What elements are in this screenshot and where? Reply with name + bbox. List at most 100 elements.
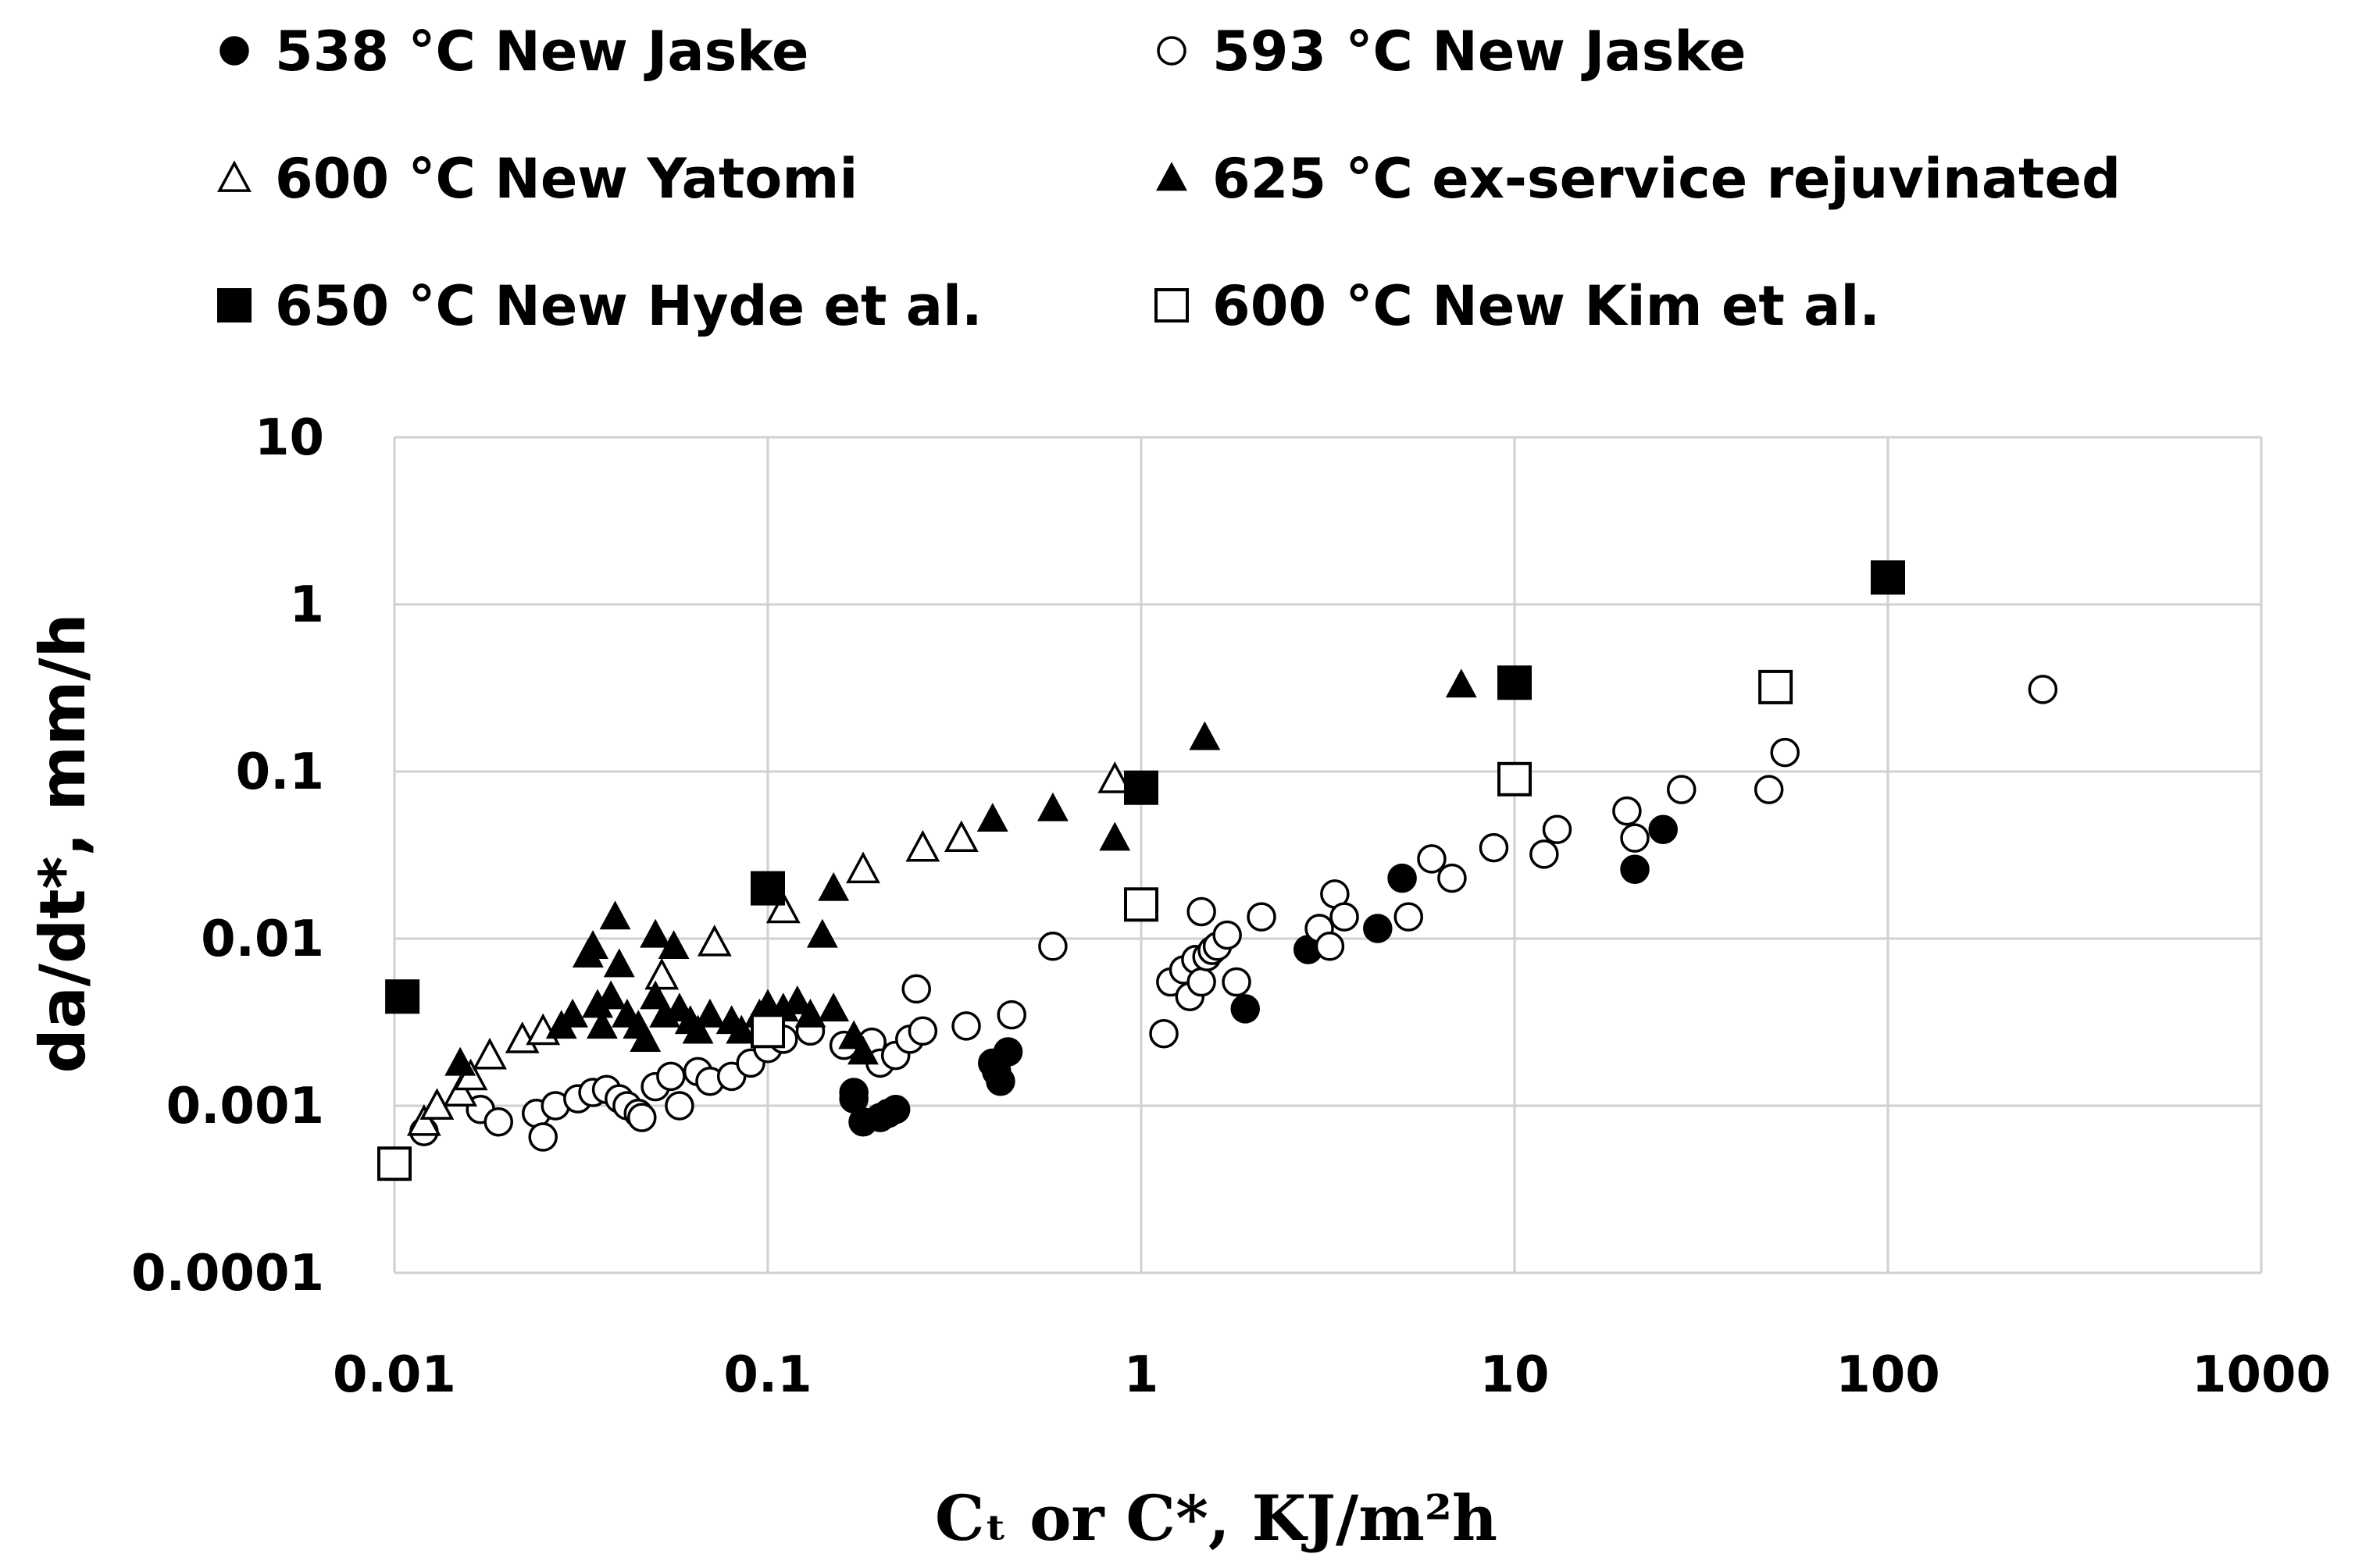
data-point [944,820,979,853]
data-point [1124,770,1158,805]
data-point [794,998,826,1028]
data-point [986,1066,1015,1096]
series-group [377,669,1793,1181]
data-point [1754,775,1784,804]
data-point [640,980,672,1010]
data-point [1445,668,1477,698]
data-point [1437,863,1467,893]
data-point [1212,920,1242,950]
data-point [751,871,785,906]
data-point [1648,814,1678,844]
data-point [1038,932,1068,961]
data-point [847,1035,879,1065]
data-point [1666,775,1697,804]
data-point [665,1091,694,1121]
series-group [385,560,1905,1014]
y-tick-label: 10 [255,409,324,467]
legend-marker-icon [1157,36,1186,66]
data-point [658,930,690,959]
data-point [806,918,838,948]
data-point [1189,721,1221,750]
legend-entry: 538 °C New Jaske [219,20,808,84]
series-group [406,761,1133,1136]
legend-entry: 600 °C New Kim et al. [1154,274,1880,338]
axis-tick-labels: 0.0001 0.001 0.01 0.1 1 10 0.01 0.1 1 10 100 1000 [131,409,2331,1404]
legend-marker-icon [1154,288,1189,323]
y-tick-label: 0.01 [201,911,324,968]
x-axis-label: Cₜ or C*, KJ/m²h [935,1481,1497,1555]
data-point [818,871,850,901]
data-point [997,1000,1026,1030]
legend-entry: 600 °C New Yatomi [217,147,858,211]
data-point [1387,863,1417,893]
data-point [846,851,880,884]
data-point [1417,844,1447,874]
data-point [1612,796,1642,826]
data-point [1247,902,1276,932]
y-tick-label: 0.1 [236,743,324,801]
x-tick-label: 100 [1836,1346,1940,1404]
data-point [726,1014,758,1044]
data-point [627,1103,657,1132]
x-tick-label: 1 [1124,1346,1159,1404]
series-group [839,814,1678,1137]
y-axis-label: da/dt*, mm/h [27,614,99,1074]
data-point [473,1037,507,1070]
data-point [528,1122,558,1152]
data-point [2028,675,2058,704]
data-point [1097,761,1133,793]
data-point [751,1014,785,1049]
data-point [577,930,608,959]
data-point [444,1046,476,1076]
data-point [1149,1018,1179,1049]
data-point [682,1014,714,1044]
data-point [443,1074,478,1107]
data-point [656,1061,686,1092]
data-point [1099,821,1131,851]
legend-label: 650 °C New Hyde et al. [275,274,983,338]
data-point [1315,932,1345,961]
data-point [603,948,635,978]
data-point [880,1095,911,1124]
data-point [1222,967,1251,997]
data-point [483,1107,513,1137]
data-point [901,974,931,1004]
series-group [409,675,2058,1152]
plot-gridlines [393,436,2263,1274]
data-point [385,979,420,1014]
data-point [951,1011,981,1041]
data-point [818,992,850,1022]
data-point [377,1146,412,1181]
data-point [1871,560,1905,595]
legend-marker-icon [1156,162,1187,191]
data-point [765,891,801,924]
data-point [1037,792,1069,821]
x-tick-label: 0.1 [723,1346,812,1404]
legend-label: 538 °C New Jaske [275,20,808,84]
data-point [640,918,672,948]
x-tick-label: 1000 [2192,1346,2331,1404]
data-point [406,1104,441,1136]
data-point [1620,823,1650,853]
data-point [1529,839,1559,869]
data-point [694,998,726,1028]
data-point [1186,967,1216,997]
legend-label: 600 °C New Kim et al. [1212,274,1880,338]
series-group [444,668,1477,1076]
data-point [1393,902,1423,932]
data-point [1620,854,1650,884]
data-point [630,1023,662,1053]
data-point [993,1037,1023,1067]
data-point [1186,896,1216,927]
legend-marker-icon [217,160,252,192]
data-point [1770,737,1800,768]
data-point [1363,914,1393,943]
y-tick-label: 0.001 [166,1078,324,1135]
data-point [1124,887,1158,922]
x-tick-label: 10 [1479,1346,1549,1404]
legend-entry: 625 °C ex-service rejuvinated [1156,147,2121,211]
y-tick-label: 0.0001 [131,1245,324,1303]
data-markers [377,560,2058,1181]
legend-entry: 593 °C New Jaske [1157,20,1746,84]
